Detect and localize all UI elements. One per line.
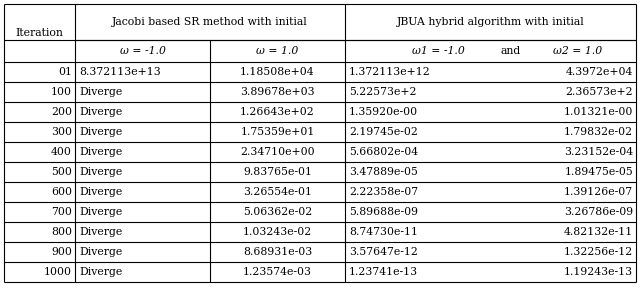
Text: 1.39126e-07: 1.39126e-07 — [564, 187, 633, 197]
Text: 2.19745e-02: 2.19745e-02 — [349, 127, 418, 137]
Text: Iteration: Iteration — [15, 28, 63, 38]
Text: 100: 100 — [51, 87, 72, 97]
Text: 1000: 1000 — [44, 267, 72, 277]
Text: Jacobi based SR method with initial: Jacobi based SR method with initial — [112, 17, 308, 27]
Text: 5.89688e-09: 5.89688e-09 — [349, 207, 418, 217]
Text: ω = 1.0: ω = 1.0 — [257, 46, 299, 56]
Text: 2.22358e-07: 2.22358e-07 — [349, 187, 418, 197]
Text: 8.74730e-11: 8.74730e-11 — [349, 227, 418, 237]
Text: 3.26554e-01: 3.26554e-01 — [243, 187, 312, 197]
Text: 1.19243e-13: 1.19243e-13 — [564, 267, 633, 277]
Text: 3.57647e-12: 3.57647e-12 — [349, 247, 418, 257]
Text: Diverge: Diverge — [79, 87, 122, 97]
Text: 1.89475e-05: 1.89475e-05 — [564, 167, 633, 177]
Text: 8.372113e+13: 8.372113e+13 — [79, 67, 161, 77]
Text: 4.3972e+04: 4.3972e+04 — [566, 67, 633, 77]
Text: 1.18508e+04: 1.18508e+04 — [240, 67, 315, 77]
Text: 900: 900 — [51, 247, 72, 257]
Text: 2.34710e+00: 2.34710e+00 — [240, 147, 315, 157]
Text: Diverge: Diverge — [79, 267, 122, 277]
Text: 1.32256e-12: 1.32256e-12 — [564, 247, 633, 257]
Text: 9.83765e-01: 9.83765e-01 — [243, 167, 312, 177]
Text: 1.23741e-13: 1.23741e-13 — [349, 267, 418, 277]
Text: Diverge: Diverge — [79, 247, 122, 257]
Text: Diverge: Diverge — [79, 127, 122, 137]
Text: ω2 = 1.0: ω2 = 1.0 — [553, 46, 602, 56]
Text: ω = -1.0: ω = -1.0 — [120, 46, 165, 56]
Text: 200: 200 — [51, 107, 72, 117]
Text: 5.06362e-02: 5.06362e-02 — [243, 207, 312, 217]
Text: 800: 800 — [51, 227, 72, 237]
Text: 300: 300 — [51, 127, 72, 137]
Text: 8.68931e-03: 8.68931e-03 — [243, 247, 312, 257]
Text: ω1 = -1.0: ω1 = -1.0 — [412, 46, 465, 56]
Text: 1.35920e-00: 1.35920e-00 — [349, 107, 418, 117]
Text: 5.22573e+2: 5.22573e+2 — [349, 87, 417, 97]
Text: 3.23152e-04: 3.23152e-04 — [564, 147, 633, 157]
Text: Diverge: Diverge — [79, 187, 122, 197]
Text: 1.372113e+12: 1.372113e+12 — [349, 67, 431, 77]
Text: 1.03243e-02: 1.03243e-02 — [243, 227, 312, 237]
Text: 1.26643e+02: 1.26643e+02 — [240, 107, 315, 117]
Text: JBUA hybrid algorithm with initial: JBUA hybrid algorithm with initial — [397, 17, 584, 27]
Text: and: and — [500, 46, 521, 56]
Text: 3.47889e-05: 3.47889e-05 — [349, 167, 418, 177]
Text: 01: 01 — [58, 67, 72, 77]
Text: 3.26786e-09: 3.26786e-09 — [564, 207, 633, 217]
Text: Diverge: Diverge — [79, 227, 122, 237]
Text: 2.36573e+2: 2.36573e+2 — [565, 87, 633, 97]
Text: 1.79832e-02: 1.79832e-02 — [564, 127, 633, 137]
Text: 1.75359e+01: 1.75359e+01 — [240, 127, 315, 137]
Text: 600: 600 — [51, 187, 72, 197]
Text: 700: 700 — [51, 207, 72, 217]
Text: Diverge: Diverge — [79, 167, 122, 177]
Text: Diverge: Diverge — [79, 147, 122, 157]
Text: 5.66802e-04: 5.66802e-04 — [349, 147, 418, 157]
Text: 1.23574e-03: 1.23574e-03 — [243, 267, 312, 277]
Text: Diverge: Diverge — [79, 207, 122, 217]
Text: 1.01321e-00: 1.01321e-00 — [564, 107, 633, 117]
Text: 500: 500 — [51, 167, 72, 177]
Text: 400: 400 — [51, 147, 72, 157]
Text: 4.82132e-11: 4.82132e-11 — [564, 227, 633, 237]
Text: 3.89678e+03: 3.89678e+03 — [240, 87, 315, 97]
Text: Diverge: Diverge — [79, 107, 122, 117]
